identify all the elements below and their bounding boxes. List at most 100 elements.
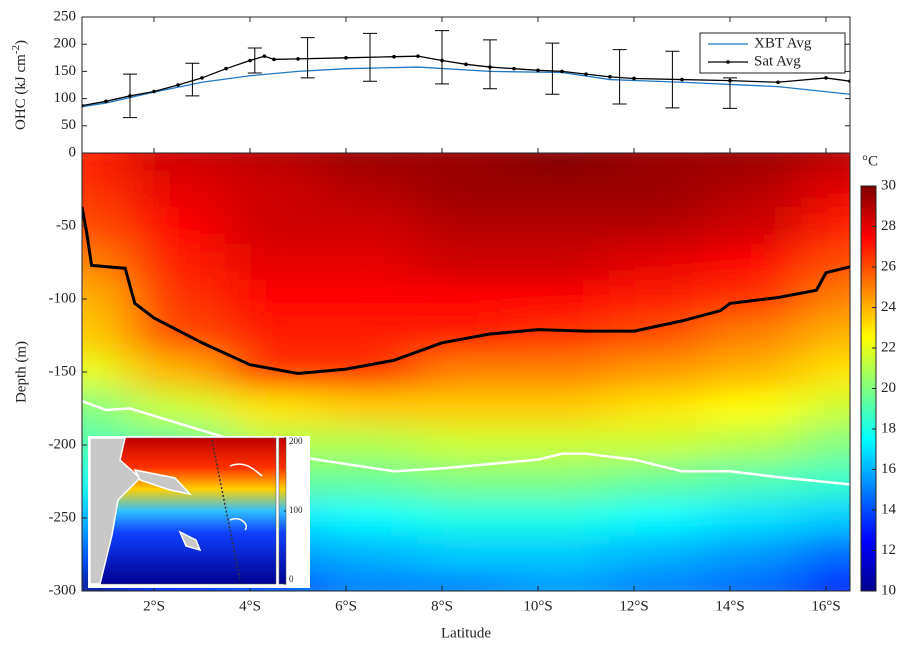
temperature-cell	[609, 462, 707, 501]
temperature-cell	[705, 352, 803, 392]
temperature-cell	[705, 535, 803, 574]
colorbar-tick-label: 10	[881, 582, 896, 598]
inset-colorbar-label: 100	[289, 505, 303, 515]
temperature-cell	[801, 535, 850, 574]
y-tick-label: 0	[69, 144, 77, 160]
marker	[272, 57, 276, 62]
marker	[512, 66, 516, 71]
marker	[392, 54, 396, 59]
marker	[560, 69, 564, 74]
error-bar	[300, 37, 315, 79]
y-tick-label: -250	[49, 509, 77, 525]
x-tick-label: 6°S	[335, 598, 357, 614]
error-bar	[545, 42, 560, 95]
temperature-cell	[129, 279, 227, 319]
x-tick-label: 14°S	[715, 598, 744, 614]
marker	[152, 89, 156, 94]
marker	[776, 80, 780, 85]
marker	[416, 54, 420, 58]
temperature-cell	[417, 498, 515, 538]
x-tick-label: 2°S	[143, 598, 165, 614]
temperature-cell	[225, 279, 323, 319]
marker	[536, 68, 540, 73]
inset-colorbar-label: 200	[289, 436, 303, 446]
temperature-cell	[129, 206, 227, 246]
temperature-cell	[225, 243, 323, 282]
temperature-cell	[417, 316, 515, 355]
colorbar-tick-label: 14	[881, 501, 897, 517]
temperature-cell	[82, 206, 131, 246]
y-label-sup: -2	[10, 45, 22, 54]
temperature-cell	[82, 352, 131, 392]
contour	[229, 463, 263, 531]
temperature-cell	[705, 153, 803, 173]
temperature-cell	[129, 170, 227, 209]
temperature-cell	[225, 389, 323, 428]
island	[178, 530, 202, 552]
error-bar	[483, 39, 497, 90]
temperature-cell	[801, 279, 850, 319]
temperature-cell	[417, 153, 515, 173]
land	[89, 437, 142, 585]
temperature-cell	[513, 462, 611, 501]
colorbar-tick-label: 30	[881, 177, 896, 193]
x-tick-label: 4°S	[239, 598, 261, 614]
temperature-cell	[705, 316, 803, 355]
temperature-cell	[417, 206, 515, 246]
temperature-cell	[321, 352, 419, 392]
axes-frame	[81, 152, 851, 592]
y-tick-label: -100	[49, 290, 77, 306]
y-label-text: OHC (kJ cm	[13, 54, 29, 130]
y-label-end: )	[13, 40, 29, 45]
y-tick-label: -300	[49, 582, 77, 598]
temperature-cell	[609, 153, 707, 173]
marker	[464, 62, 468, 67]
temperature-cell	[129, 352, 227, 392]
temperature-cell	[225, 170, 323, 209]
y-tick-label: 100	[54, 90, 77, 106]
marker	[296, 57, 300, 61]
temperature-cell	[225, 206, 323, 246]
temperature-field	[82, 153, 850, 591]
temperature-cell	[801, 425, 850, 465]
y-tick-label: 150	[54, 63, 77, 79]
temperature-cell	[609, 535, 707, 574]
temperature-cell	[609, 316, 707, 355]
x-tick-label: 16°S	[811, 598, 840, 614]
legend-marker	[726, 60, 730, 64]
colorbar-tick-label: 24	[881, 299, 897, 315]
y-tick-label: -200	[49, 436, 77, 452]
temperature-cell	[225, 316, 323, 355]
marker	[248, 58, 252, 63]
temperature-cell	[609, 279, 707, 319]
temperature-cell	[417, 170, 515, 209]
colorbar-tick-label: 12	[881, 542, 896, 558]
y-tick-label: 250	[54, 8, 77, 24]
temperature-cell	[513, 352, 611, 392]
marker	[344, 56, 348, 60]
temperature-cell	[321, 498, 419, 538]
temperature-cell	[417, 279, 515, 319]
temperature-cell	[801, 498, 850, 538]
x-tick-label: 8°S	[431, 598, 453, 614]
legend-label: XBT Avg	[754, 35, 812, 51]
isotherm	[82, 400, 850, 486]
temperature-cell	[609, 498, 707, 538]
colorbar-tick-label: 18	[881, 420, 896, 436]
x-tick-label: 12°S	[619, 598, 648, 614]
temperature-cell	[321, 153, 419, 173]
x-axis-label: Latitude	[441, 625, 491, 641]
colorbar-tick-label: 22	[881, 339, 896, 355]
isotherm	[82, 206, 850, 375]
temperature-cell	[417, 425, 515, 465]
y-axis-label: OHC (kJ cm-2)	[10, 40, 30, 130]
colorbar-tick-label: 28	[881, 218, 896, 234]
error-bar	[363, 32, 377, 82]
temperature-cell	[801, 153, 850, 173]
temperature-cell	[417, 352, 515, 392]
error-bar	[612, 49, 627, 105]
plot-area	[82, 30, 850, 119]
temperature-cell	[513, 498, 611, 538]
series-line	[82, 66, 850, 108]
temperature-cell	[417, 389, 515, 428]
